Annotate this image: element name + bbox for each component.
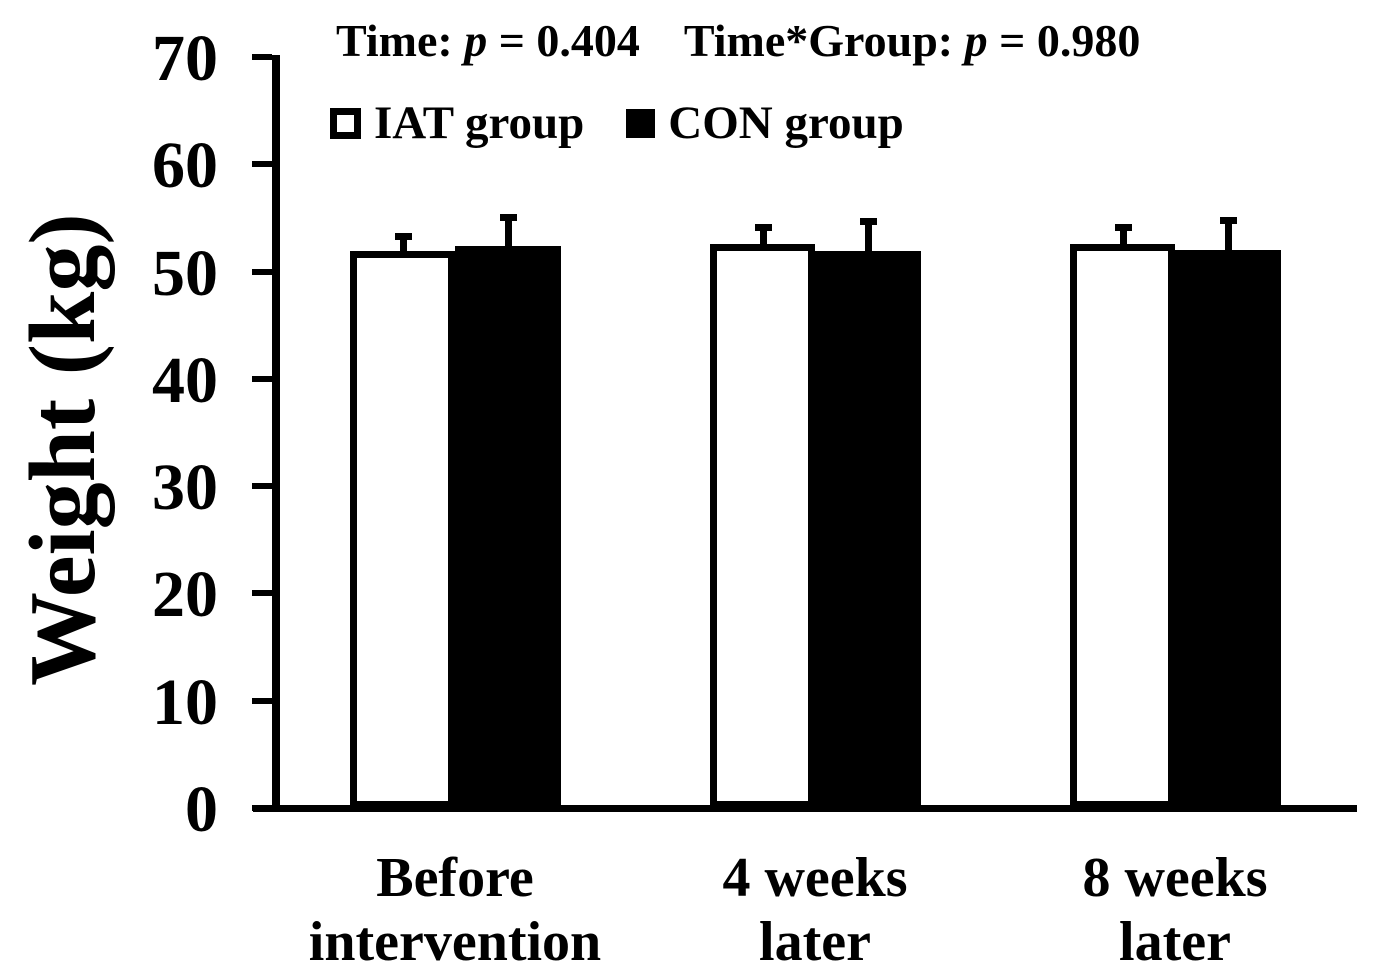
error-cap-con-1 xyxy=(860,218,877,226)
iat-open-square-icon xyxy=(330,107,361,139)
bar-con-0 xyxy=(455,245,561,808)
error-cap-iat-0 xyxy=(395,233,412,241)
error-bar-con-2 xyxy=(1225,220,1232,254)
legend-item-con: CON group xyxy=(626,96,904,150)
error-bar-con-0 xyxy=(505,216,512,249)
stats-time-prefix: Time: xyxy=(336,15,465,66)
p-symbol: p xyxy=(964,15,988,66)
y-tick xyxy=(252,483,272,490)
stats-interaction-prefix: Time*Group: xyxy=(683,15,965,66)
error-cap-iat-2 xyxy=(1115,223,1132,231)
y-tick-label: 10 xyxy=(152,665,218,739)
y-tick-label: 0 xyxy=(185,773,218,846)
x-category-label-1: 4 weeks later xyxy=(722,847,908,973)
bar-con-2 xyxy=(1175,250,1281,808)
stats-time-value: = 0.404 xyxy=(487,15,640,66)
p-symbol: p xyxy=(464,15,488,66)
y-tick-label: 70 xyxy=(152,22,218,95)
x-category-label-0: Before intervention xyxy=(308,847,602,973)
bar-con-1 xyxy=(815,251,921,808)
stats-interaction: Time*Group: p = 0.980 xyxy=(684,15,1140,66)
error-bar-iat-2 xyxy=(1120,226,1127,247)
x-axis-line xyxy=(253,805,1357,812)
y-tick-label: 60 xyxy=(152,129,218,203)
y-tick-label: 40 xyxy=(152,343,218,417)
y-tick-label: 50 xyxy=(152,236,218,310)
legend-label-con: CON group xyxy=(668,97,904,149)
legend-label-iat: IAT group xyxy=(374,97,585,149)
y-tick-label: 20 xyxy=(152,558,218,632)
bar-iat-2 xyxy=(1070,243,1175,808)
y-tick xyxy=(252,54,272,60)
y-tick xyxy=(252,268,272,275)
y-tick xyxy=(252,161,272,168)
y-tick-label: 30 xyxy=(152,451,218,525)
stats-interaction-value: = 0.980 xyxy=(987,15,1141,66)
x-category-label-2: 8 weeks later xyxy=(1082,847,1268,973)
y-tick xyxy=(252,590,272,597)
error-cap-con-0 xyxy=(500,213,517,221)
y-tick xyxy=(252,375,272,382)
stats-time: Time: p = 0.404 xyxy=(336,15,640,66)
error-bar-iat-0 xyxy=(400,236,407,255)
stats-annotation: Time: p = 0.404 Time*Group: p = 0.980 xyxy=(336,14,1140,67)
y-axis-line xyxy=(272,55,280,812)
y-tick xyxy=(252,697,272,704)
bar-iat-0 xyxy=(350,251,455,808)
error-cap-con-2 xyxy=(1220,217,1237,225)
bar-iat-1 xyxy=(710,243,815,808)
legend: IAT group CON group xyxy=(330,96,904,150)
con-filled-square-icon xyxy=(626,108,656,138)
legend-item-iat: IAT group xyxy=(330,96,584,150)
error-bar-iat-1 xyxy=(760,226,767,247)
error-cap-iat-1 xyxy=(755,223,772,231)
error-bar-con-1 xyxy=(865,221,872,255)
